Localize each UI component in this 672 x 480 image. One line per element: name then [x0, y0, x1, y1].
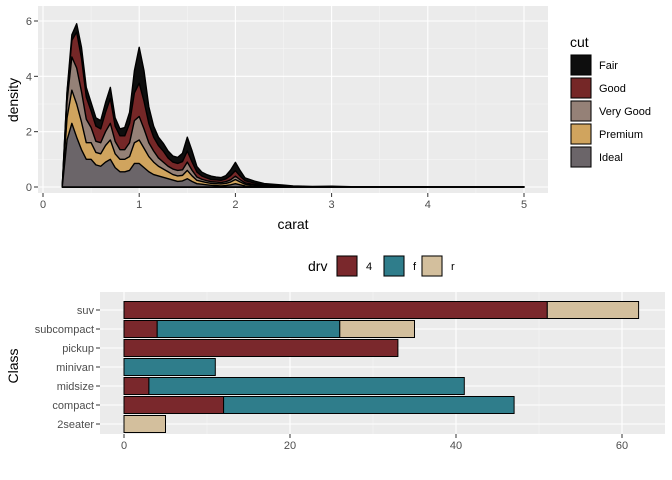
density-areas	[61, 23, 525, 188]
density-y-tick-label: 2	[26, 127, 32, 139]
density-legend-label: Premium	[599, 129, 643, 141]
bar-legend-swatch-4	[336, 255, 358, 277]
bar-y-tick-label: suv	[77, 305, 95, 317]
density-x-tick-label: 0	[40, 199, 46, 211]
density-legend-label: Good	[599, 83, 626, 95]
bar-compact-drv-4	[123, 396, 225, 414]
bar-subcompact-drv-r	[339, 320, 415, 338]
bar-2seater-drv-r	[123, 415, 166, 433]
bar-legend: drv 4 f r	[308, 255, 455, 277]
bar-y-axis-title: Class	[5, 348, 21, 383]
density-y-tick-label: 0	[26, 182, 32, 194]
density-legend-swatch-good	[570, 77, 592, 99]
bar-y-tick-label: subcompact	[35, 324, 94, 336]
bar-y-tick-label: 2seater	[57, 419, 94, 431]
density-y-tick-label: 4	[26, 71, 32, 83]
density-legend-swatch-very-good	[570, 100, 592, 122]
density-legend-label: Ideal	[599, 152, 623, 164]
bar-y-tick-label: midsize	[57, 381, 94, 393]
density-y-tick-label: 6	[26, 16, 32, 28]
bar-legend-swatch-r	[421, 255, 443, 277]
bar-x-tick-label: 40	[450, 440, 462, 452]
density-y-axis-title: density	[5, 78, 21, 122]
density-legend-swatch-ideal	[570, 146, 592, 168]
density-x-axis-title: carat	[277, 216, 308, 232]
bar-marks	[123, 301, 640, 433]
bar-y-tick-label: compact	[52, 400, 94, 412]
bar-minivan-drv-f	[123, 358, 216, 376]
density-x-tick-label: 1	[136, 199, 142, 211]
class-bar-chart: drv 4 f r 2seater compact midsize minivan pick…	[5, 255, 665, 452]
bar-x-tick-label: 20	[284, 440, 296, 452]
bar-midsize-drv-f	[148, 377, 465, 395]
density-x-tick-label: 4	[425, 199, 431, 211]
bar-x-axis: 0 20 40 60	[121, 434, 628, 452]
density-x-tick-label: 5	[521, 199, 527, 211]
density-area-ideal	[61, 122, 525, 188]
density-legend-title: cut	[570, 34, 589, 50]
bar-legend-title: drv	[308, 258, 327, 274]
bar-x-tick-label: 0	[121, 440, 127, 452]
bar-y-axis: 2seater compact midsize minivan pickup subcom…	[35, 305, 100, 431]
density-y-axis: 0 2 4 6	[26, 16, 38, 194]
bar-legend-swatch-f	[383, 255, 405, 277]
bar-x-tick-label: 60	[616, 440, 628, 452]
density-chart: 0 1 2 3 4 5 0 2 4 6 carat density cut Fair Good Ve…	[5, 6, 651, 232]
bar-y-tick-label: minivan	[56, 362, 94, 374]
bar-legend-label: r	[451, 261, 455, 273]
bar-legend-label: 4	[366, 261, 372, 273]
bar-legend-label: f	[413, 261, 417, 273]
bar-pickup-drv-4	[123, 339, 399, 357]
density-legend-label: Fair	[599, 60, 618, 72]
density-legend: cut Fair Good Very Good Premium Ideal	[570, 34, 651, 168]
density-x-axis: 0 1 2 3 4 5	[40, 193, 527, 211]
bar-suv-drv-r	[546, 301, 640, 319]
bar-subcompact-drv-4	[123, 320, 158, 338]
bar-compact-drv-f	[223, 396, 515, 414]
bar-midsize-drv-4	[123, 377, 150, 395]
bar-y-tick-label: pickup	[62, 343, 94, 355]
density-legend-swatch-premium	[570, 123, 592, 145]
bar-subcompact-drv-f	[156, 320, 341, 338]
density-legend-label: Very Good	[599, 106, 651, 118]
density-x-tick-label: 3	[329, 199, 335, 211]
bar-suv-drv-4	[123, 301, 548, 319]
density-x-tick-label: 2	[232, 199, 238, 211]
density-legend-swatch-fair	[570, 54, 592, 76]
